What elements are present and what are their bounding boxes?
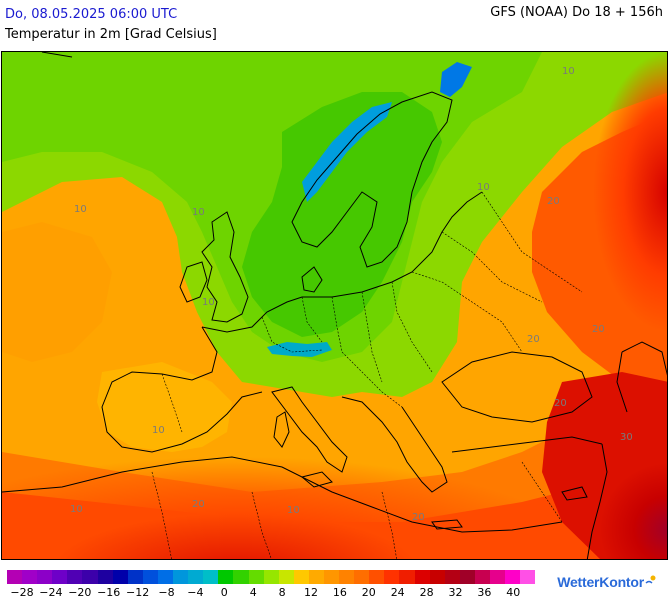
legend-swatch [82, 570, 98, 584]
legend-swatch [459, 570, 475, 584]
legend-tick-label: −4 [187, 586, 204, 599]
borders [151, 191, 583, 559]
header-left: Do, 08.05.2025 06:00 UTC Temperatur in 2… [5, 5, 217, 45]
legend-swatch [384, 570, 400, 584]
region-scandes [302, 102, 392, 202]
contour-label: 20 [554, 398, 567, 409]
legend-swatch [323, 570, 340, 584]
legend-swatch [505, 570, 521, 584]
legend-swatch [369, 570, 385, 584]
legend-swatch [157, 570, 174, 584]
legend-tick-label: 0 [220, 586, 228, 599]
legend-swatch [339, 570, 355, 584]
legend-swatch [37, 570, 53, 584]
legend-swatch [414, 570, 430, 584]
legend-tick-label: −12 [125, 586, 150, 599]
legend-tick-label: 4 [249, 586, 257, 599]
legend-swatch [293, 570, 309, 584]
contour-label: 20 [592, 324, 605, 335]
legend-swatch [203, 570, 219, 584]
legend-tick-label: 20 [361, 586, 376, 599]
contour-label: 20 [547, 196, 560, 207]
legend-tick-label: −28 [10, 586, 34, 599]
contour-label: 20 [527, 334, 540, 345]
contour-label: 10 [287, 505, 300, 516]
legend-swatch [22, 570, 38, 584]
legend-swatch [278, 570, 294, 584]
legend-swatch [248, 570, 264, 584]
legend-swatch [399, 570, 415, 584]
legend-swatch [263, 570, 279, 584]
forecast-datetime: Do, 08.05.2025 06:00 UTC [5, 7, 178, 22]
legend-swatch [112, 570, 128, 584]
legend-tick-label: 28 [419, 586, 434, 599]
legend-tick-label: −24 [39, 586, 63, 599]
contour-label: 10 [202, 297, 215, 308]
legend-swatch [97, 570, 113, 584]
region-atlantic [2, 222, 112, 362]
legend-tick-label: 8 [278, 586, 286, 599]
variable-title: Temperatur in 2m [Grad Celsius] [5, 27, 217, 42]
region-mideast-hot [452, 352, 667, 559]
legend-swatch [67, 570, 83, 584]
legend-tick-label: 12 [304, 586, 318, 599]
legend-swatch [218, 570, 234, 584]
contour-label: 10 [152, 425, 165, 436]
contour-label: 10 [192, 207, 205, 218]
model-run: GFS (NOAA) Do 18 + 156h [490, 5, 663, 20]
legend-swatch [233, 570, 249, 584]
legend-swatch [354, 570, 370, 584]
legend-swatch [188, 570, 204, 584]
legend-tick-label: 32 [448, 586, 463, 599]
brand-name: WetterKontor [557, 574, 644, 590]
contour-label: 10 [477, 182, 490, 193]
legend-ticks: −28 −24 −20 −16 −12 −8 −4 0 4 8 12 16 20 24 28 32 36 40 [7, 586, 537, 602]
contour-label: 30 [620, 432, 633, 443]
color-legend: −28 −24 −20 −16 −12 −8 −4 0 4 8 12 16 20 24 28 32 36 40 [7, 570, 537, 602]
legend-swatch [490, 570, 506, 584]
legend-swatch [173, 570, 189, 584]
contour-label: 10 [74, 204, 87, 215]
legend-swatches [7, 570, 537, 584]
legend-tick-label: −16 [97, 586, 121, 599]
brand-sun-icon [645, 575, 656, 584]
temperature-map: 10 10 10 10 20 10 10 20 20 20 10 20 10 2… [1, 51, 668, 560]
legend-swatch [308, 570, 324, 584]
legend-tick-label: 24 [390, 586, 405, 599]
legend-swatch [520, 570, 536, 584]
legend-tick-label: 16 [332, 586, 347, 599]
legend-swatch [429, 570, 445, 584]
contour-label: 20 [192, 499, 205, 510]
legend-tick-label: −8 [158, 586, 175, 599]
legend-swatch [52, 570, 68, 584]
contour-labels: 10 10 10 10 20 10 10 20 20 20 10 20 10 2… [70, 66, 633, 523]
contour-label: 10 [562, 66, 575, 77]
legend-tick-label: 40 [506, 586, 521, 599]
legend-tick-label: −20 [68, 586, 92, 599]
map-svg: 10 10 10 10 20 10 10 20 20 20 10 20 10 2… [2, 52, 667, 559]
contour-label: 10 [70, 504, 83, 515]
coastlines [2, 52, 667, 559]
legend-swatch [142, 570, 158, 584]
legend-swatch [127, 570, 143, 584]
legend-tick-label: 36 [477, 586, 492, 599]
contour-label: 20 [412, 512, 425, 523]
legend-swatch [444, 570, 460, 584]
region-cool-core [242, 92, 442, 337]
legend-swatch [7, 570, 23, 584]
brand-logo: WetterKontor [557, 574, 657, 590]
legend-swatch [474, 570, 490, 584]
